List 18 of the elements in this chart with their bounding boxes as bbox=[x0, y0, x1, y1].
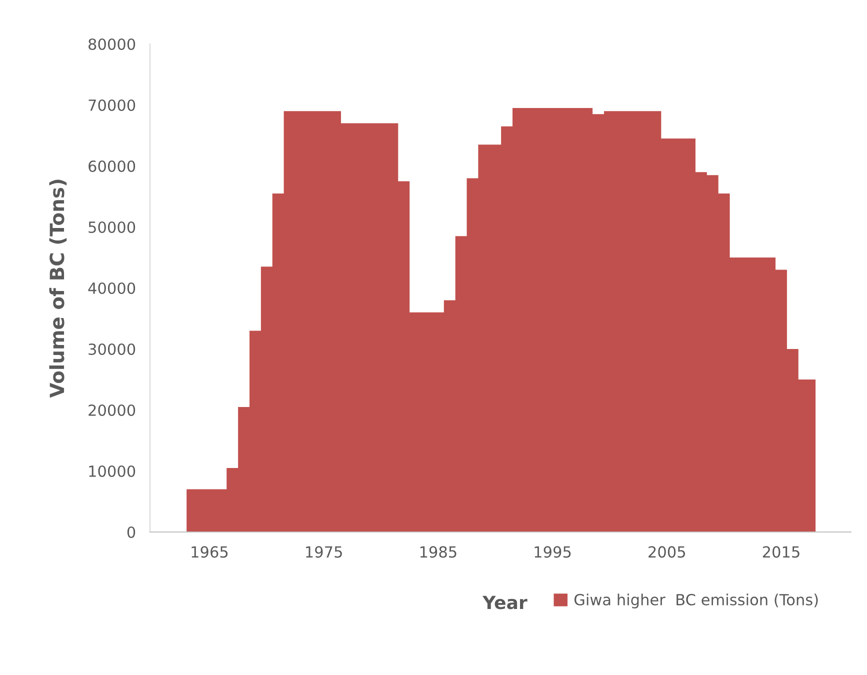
y-tick-label: 30000 bbox=[88, 343, 136, 356]
x-tick-label: 1995 bbox=[534, 546, 571, 558]
x-tick-label: 2005 bbox=[648, 546, 685, 558]
x-tick-label: 2015 bbox=[762, 546, 800, 558]
y-tick-label: 60000 bbox=[88, 160, 136, 172]
y-tick-label: 0 bbox=[127, 526, 136, 538]
y-tick-label: 40000 bbox=[88, 282, 136, 294]
x-tick-label: 1975 bbox=[306, 546, 342, 558]
y-tick-label: 80000 bbox=[88, 38, 136, 50]
x-tick-label: 1985 bbox=[420, 546, 456, 558]
x-tick-label: 1965 bbox=[192, 546, 228, 558]
legend-label: Giwa higher BC emission (Tons) bbox=[574, 594, 818, 608]
x-axis-title: Year bbox=[482, 596, 528, 610]
y-tick-label: 10000 bbox=[89, 465, 136, 478]
y-tick-label: 70000 bbox=[88, 99, 136, 112]
y-tick-label: 20000 bbox=[88, 404, 136, 416]
y-tick-label: 50000 bbox=[88, 221, 136, 234]
y-axis-title: Volume of BC (Tons) bbox=[49, 180, 67, 398]
